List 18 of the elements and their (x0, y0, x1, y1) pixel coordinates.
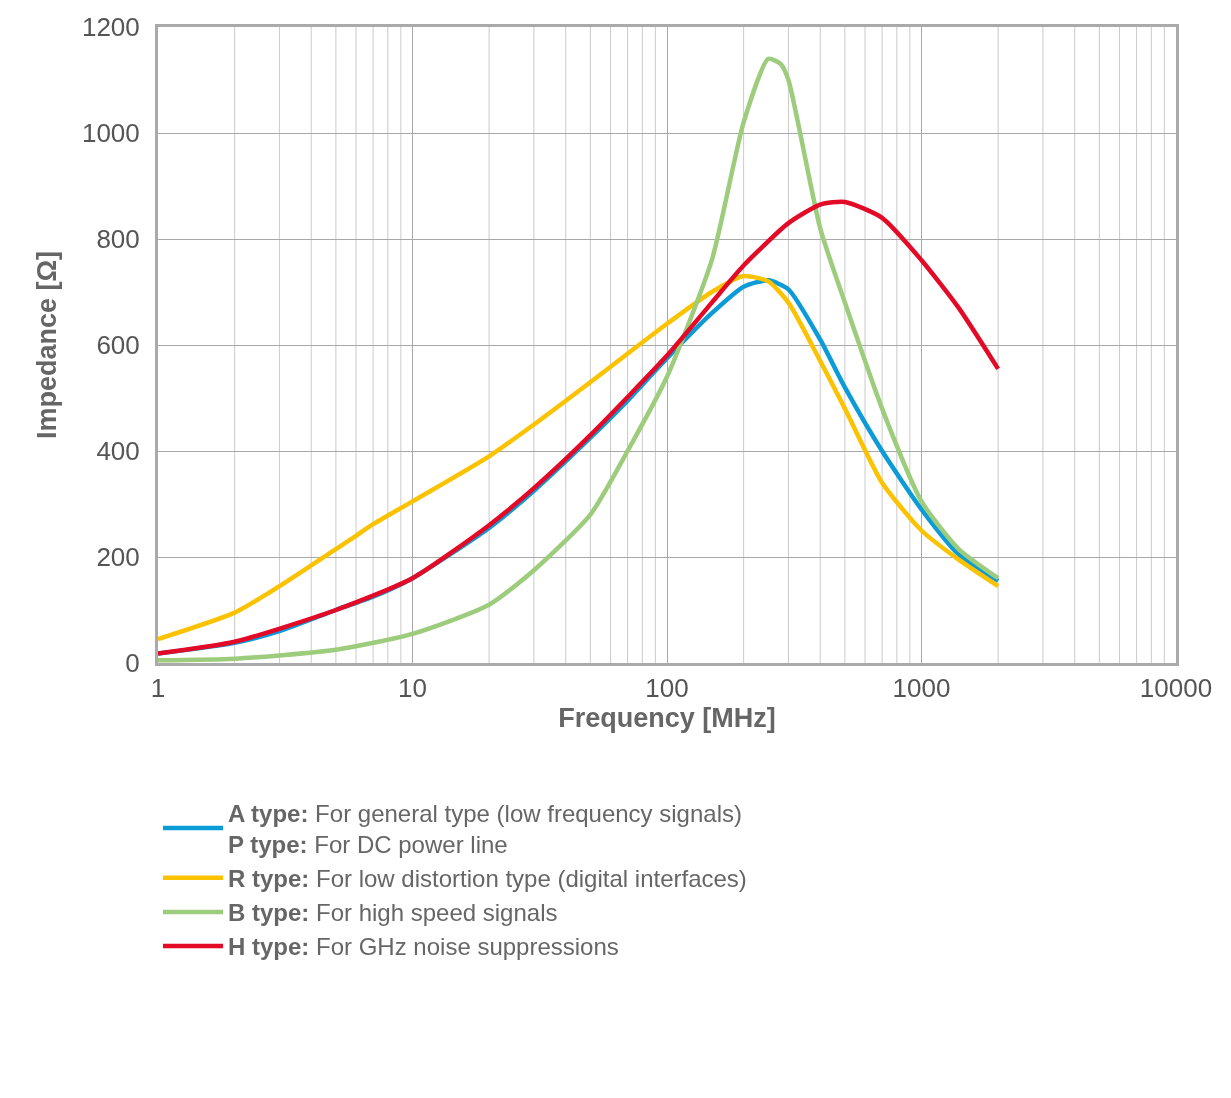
x-axis-title: Frequency [MHz] (558, 703, 776, 734)
legend-label: H type: For GHz noise suppressions (228, 933, 619, 961)
x-tick-label: 10000 (1139, 673, 1213, 704)
x-tick-label: 1 (150, 673, 166, 704)
y-axis-title: Impedance [Ω] (32, 250, 63, 440)
x-tick-label: 100 (645, 673, 689, 704)
x-tick-label: 10 (398, 673, 427, 704)
y-tick-label: 200 (96, 542, 140, 573)
x-tick-label: 1000 (892, 673, 951, 704)
y-tick-label: 800 (96, 224, 140, 255)
y-tick-label: 0 (125, 648, 140, 679)
legend-label: B type: For high speed signals (228, 899, 558, 927)
y-tick-label: 600 (96, 330, 140, 361)
y-tick-label: 1200 (81, 12, 140, 43)
legend-label: A type: For general type (low frequency signals) P type: For DC power line (228, 799, 742, 858)
y-tick-label: 1000 (81, 118, 140, 149)
legend-label: R type: For low distortion type (digital interfaces) (228, 865, 747, 893)
y-tick-label: 400 (96, 436, 140, 467)
